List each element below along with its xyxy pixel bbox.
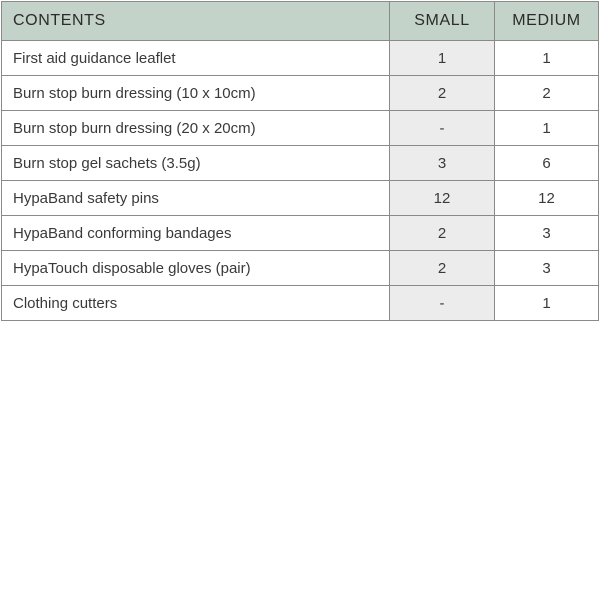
table-row: Burn stop burn dressing (20 x 20cm) -1	[1, 110, 599, 146]
contents-comparison-table: CONTENTS SMALL MEDIUM First aid guidance…	[1, 1, 599, 321]
cell-quantity-small: 1	[389, 40, 495, 76]
table-row: HypaTouch disposable gloves (pair) 2 3	[1, 250, 599, 286]
cell-quantity-small: 2	[389, 250, 495, 286]
cell-item-name: HypaBand safety pins	[1, 180, 390, 216]
cell-item-name: Burn stop gel sachets (3.5g)	[1, 145, 390, 181]
cell-quantity-medium: 2	[494, 75, 599, 111]
table-row: Burn stop burn dressing (10 x 10cm) 2 2	[1, 75, 599, 111]
column-header-small: SMALL	[389, 1, 495, 41]
column-header-medium: MEDIUM	[494, 1, 599, 41]
table-row: HypaBand conforming bandages 2 3	[1, 215, 599, 251]
cell-quantity-small: 3	[389, 145, 495, 181]
table-row: First aid guidance leaflet 1 1	[1, 40, 599, 76]
cell-item-name: Clothing cutters	[1, 285, 390, 321]
cell-quantity-small: 2	[389, 215, 495, 251]
cell-quantity-medium: 3	[494, 215, 599, 251]
cell-quantity-small: 2	[389, 75, 495, 111]
cell-quantity-medium: 3	[494, 250, 599, 286]
table-header: CONTENTS SMALL MEDIUM	[1, 1, 599, 41]
cell-quantity-small: -	[389, 285, 495, 321]
cell-item-name: HypaBand conforming bandages	[1, 215, 390, 251]
table-body: First aid guidance leaflet 1 1 Burn stop bu…	[1, 40, 599, 321]
cell-quantity-small: 12	[389, 180, 495, 216]
cell-quantity-small: -	[389, 110, 495, 146]
table-header-row: CONTENTS SMALL MEDIUM	[1, 1, 599, 41]
table-row: Clothing cutters -1	[1, 285, 599, 321]
cell-item-name: HypaTouch disposable gloves (pair)	[1, 250, 390, 286]
column-header-contents: CONTENTS	[1, 1, 390, 41]
cell-quantity-medium: 12	[494, 180, 599, 216]
table-row: HypaBand safety pins 12 12	[1, 180, 599, 216]
cell-quantity-medium: 6	[494, 145, 599, 181]
cell-quantity-medium: 1	[494, 40, 599, 76]
cell-quantity-medium: 1	[494, 110, 599, 146]
cell-item-name: Burn stop burn dressing (10 x 10cm)	[1, 75, 390, 111]
cell-quantity-medium: 1	[494, 285, 599, 321]
cell-item-name: First aid guidance leaflet	[1, 40, 390, 76]
cell-item-name: Burn stop burn dressing (20 x 20cm)	[1, 110, 390, 146]
table-row: Burn stop gel sachets (3.5g) 3 6	[1, 145, 599, 181]
